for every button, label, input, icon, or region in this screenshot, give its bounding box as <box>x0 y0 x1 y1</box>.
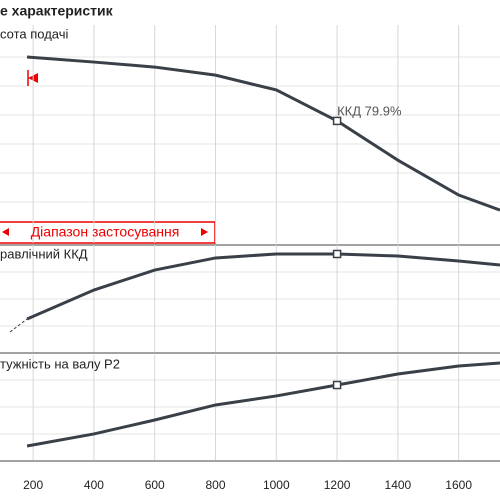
range-label: Діапазон застосування <box>31 224 180 240</box>
panel-label: равлічний ККД <box>0 246 88 261</box>
panel-label: сота подачі <box>0 26 69 41</box>
x-tick-label: 1200 <box>324 478 351 492</box>
curve <box>26 361 500 448</box>
x-tick-label: 800 <box>205 478 225 492</box>
x-tick-label: 200 <box>23 478 43 492</box>
extrapolation <box>9 318 28 333</box>
x-tick-label: 1600 <box>445 478 472 492</box>
x-tick-label: 400 <box>84 478 104 492</box>
point-marker <box>332 380 342 390</box>
range-markers <box>0 70 216 244</box>
point-marker <box>332 249 342 259</box>
x-tick-label: 600 <box>145 478 165 492</box>
annotation: ККД 79.9% <box>337 103 402 118</box>
curve <box>26 55 500 212</box>
point-marker <box>332 116 342 126</box>
x-tick-label: 1400 <box>385 478 412 492</box>
hgrid <box>0 56 500 435</box>
chart-title: е характеристик <box>0 3 114 19</box>
x-tick-label: 1000 <box>263 478 290 492</box>
panel-label: тужність на валу P2 <box>0 356 120 371</box>
curve <box>26 252 500 321</box>
